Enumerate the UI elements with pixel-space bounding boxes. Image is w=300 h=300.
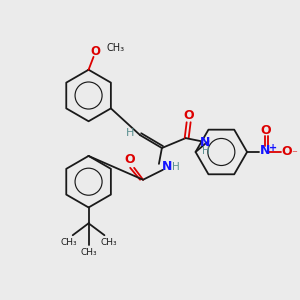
Text: CH₃: CH₃ — [60, 238, 77, 247]
Text: N: N — [162, 160, 172, 173]
Text: H: H — [172, 162, 180, 172]
Text: CH₃: CH₃ — [100, 238, 117, 247]
Text: H: H — [202, 146, 209, 156]
Text: O: O — [183, 109, 194, 122]
Text: CH₃: CH₃ — [80, 248, 97, 256]
Text: CH₃: CH₃ — [106, 43, 124, 53]
Text: N: N — [200, 136, 211, 148]
Text: H: H — [126, 128, 134, 138]
Text: O: O — [261, 124, 271, 137]
Text: +: + — [269, 143, 277, 153]
Text: ⁻: ⁻ — [292, 149, 298, 159]
Text: O: O — [281, 146, 292, 158]
Text: O: O — [125, 153, 136, 167]
Text: O: O — [91, 45, 100, 58]
Text: N: N — [260, 143, 270, 157]
